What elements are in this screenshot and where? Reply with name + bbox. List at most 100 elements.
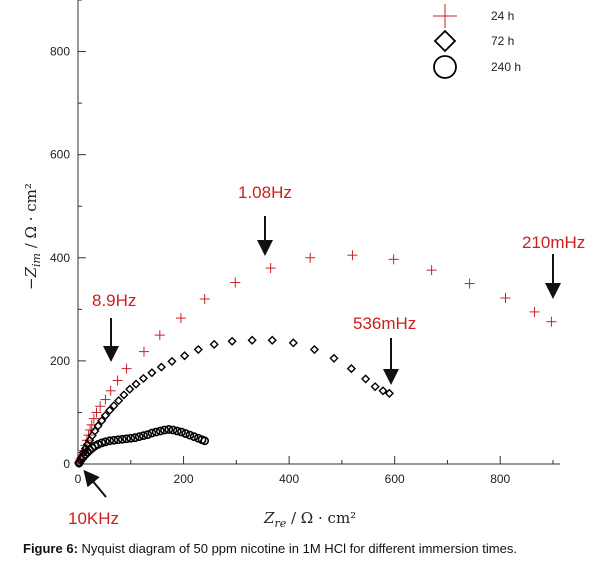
legend-label: 24 h [491,9,514,23]
x-tick-label: 200 [174,472,194,486]
data-point [109,401,119,411]
data-point [370,382,380,392]
data-point [134,432,144,442]
data-point [147,368,157,378]
figure-caption: Figure 6: Nyquist diagram of 50 ppm nico… [23,541,603,556]
data-point [119,390,129,400]
data-point [160,425,169,435]
data-point [199,294,210,305]
data-point [130,433,140,443]
legend-entry: 240 h [433,55,521,79]
data-point [88,413,99,424]
y-tick-label: 400 [50,251,70,265]
data-point [101,437,110,447]
chart-axis-labels: Zre / Ω · cm² −Zim / Ω · cm² [22,183,356,530]
data-point [156,362,166,372]
data-point [109,435,119,445]
data-point [361,374,371,384]
data-point [143,430,153,440]
data-point [155,426,165,436]
legend-entry: 24 h [433,4,514,28]
annotation: 8.9Hz [92,291,136,362]
data-point [305,252,316,263]
annotation-arrow [83,469,107,498]
data-point [227,336,237,346]
data-point [131,379,141,389]
x-tick-label: 800 [490,472,510,486]
data-point [193,344,203,355]
data-point [168,425,178,435]
data-point [378,386,388,396]
annotation: 536mHz [353,314,416,385]
data-point [181,429,191,438]
data-point [125,384,135,394]
series-240-h [74,425,210,468]
data-point [138,373,149,384]
legend-label: 72 h [491,34,514,48]
y-axis-label: −Zim / Ω · cm² [22,183,43,290]
x-axis-label: Zre / Ω · cm² [263,509,356,530]
data-point [546,316,557,327]
x-tick-label: 0 [75,472,82,486]
data-point [209,339,219,349]
data-point [388,254,399,265]
data-point [90,426,100,436]
data-point [247,335,257,345]
data-point [346,364,356,374]
data-point [112,375,123,386]
data-point [100,410,111,421]
data-point [91,407,102,418]
data-point [167,356,177,366]
data-point [147,428,157,438]
data-point [384,388,394,398]
annotation-label: 536mHz [353,314,416,333]
data-point [426,265,437,276]
annotation: 1.08Hz [238,183,292,256]
y-tick-label: 0 [63,457,70,471]
annotation-label: 210mHz [522,233,585,252]
data-point [97,416,107,426]
data-point [121,363,132,374]
data-point [329,353,339,363]
data-point [230,277,241,288]
data-point [172,426,182,436]
data-point [122,434,131,444]
data-point [200,436,210,446]
caption-label: Figure 6: [23,541,78,556]
legend-marker [433,4,457,28]
series-72-h [74,335,394,468]
data-point [105,385,116,396]
x-tick-label: 600 [385,472,405,486]
y-tick-label: 200 [50,354,70,368]
data-point [95,401,106,412]
chart-series [74,250,557,468]
data-point [113,435,123,445]
chart-legend: 24 h 72 h 240 h [433,4,521,79]
data-point [177,427,186,437]
data-point [175,313,186,324]
data-point [267,335,277,345]
data-point [265,263,276,274]
y-tick-label: 600 [50,148,70,162]
annotation-label: 8.9Hz [92,291,136,310]
annotation-label: 1.08Hz [238,183,292,202]
data-point [97,438,107,448]
data-point [93,421,103,431]
data-point [114,395,124,406]
data-point [105,405,115,415]
data-point [180,351,190,361]
x-tick-label: 400 [279,472,299,486]
data-point [185,430,195,440]
legend-label: 240 h [491,60,521,74]
nyquist-chart: 0 200 400 600 800 0 200 400 600 800 24 h 72 h 240 h… [22,0,585,530]
data-point [138,346,149,357]
legend-marker [433,29,457,53]
data-point [500,292,511,303]
data-point [529,306,540,317]
y-tick-label: 800 [50,45,70,59]
annotation: 10KHz [68,469,119,528]
data-point [189,432,199,442]
data-point [117,434,127,444]
data-point [151,427,161,437]
data-point [464,278,475,289]
